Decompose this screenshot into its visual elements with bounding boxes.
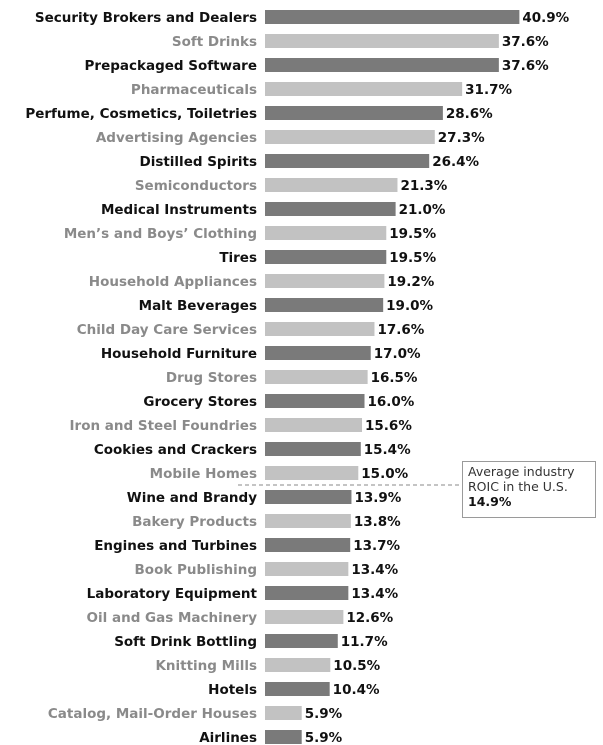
bar <box>265 106 443 120</box>
bar <box>265 658 331 672</box>
category-label: Medical Instruments <box>101 202 257 218</box>
bar <box>265 634 338 648</box>
bar <box>265 226 387 240</box>
category-label: Wine and Brandy <box>127 490 257 506</box>
value-label: 19.2% <box>387 274 434 290</box>
value-label: 15.6% <box>365 418 412 434</box>
value-label: 13.7% <box>353 538 400 554</box>
value-label: 10.4% <box>333 682 380 698</box>
value-label: 27.3% <box>438 130 485 146</box>
bar <box>265 34 499 48</box>
value-label: 31.7% <box>465 82 512 98</box>
value-label: 13.9% <box>354 490 401 506</box>
value-label: 37.6% <box>502 34 549 50</box>
category-label: Laboratory Equipment <box>87 586 258 602</box>
value-label: 40.9% <box>522 10 569 26</box>
value-label: 21.0% <box>399 202 446 218</box>
value-label: 37.6% <box>502 58 549 74</box>
category-label: Security Brokers and Dealers <box>35 10 257 26</box>
bar <box>265 730 302 744</box>
bar <box>265 442 361 456</box>
value-label: 21.3% <box>400 178 447 194</box>
category-label: Soft Drinks <box>172 34 257 50</box>
bar <box>265 466 359 480</box>
bar <box>265 562 349 576</box>
value-label: 15.4% <box>364 442 411 458</box>
category-label: Airlines <box>199 730 257 745</box>
value-label: 12.6% <box>346 610 393 626</box>
category-label: Prepackaged Software <box>85 58 257 74</box>
category-label: Oil and Gas Machinery <box>87 610 258 626</box>
value-label: 13.4% <box>351 586 398 602</box>
average-annotation-text: Average industry ROIC in the U.S. <box>468 464 575 494</box>
bar <box>265 202 396 216</box>
category-label: Child Day Care Services <box>77 322 257 338</box>
bar <box>265 346 371 360</box>
category-label: Bakery Products <box>132 514 257 530</box>
value-label: 10.5% <box>333 658 380 674</box>
value-label: 5.9% <box>305 730 343 745</box>
bar <box>265 298 384 312</box>
bar <box>265 682 330 696</box>
category-label: Tires <box>219 250 257 266</box>
value-label: 15.0% <box>361 466 408 482</box>
bar <box>265 610 344 624</box>
value-label: 26.4% <box>432 154 479 170</box>
bar <box>265 58 499 72</box>
average-annotation-value: 14.9% <box>468 494 512 509</box>
bar <box>265 538 351 552</box>
bar <box>265 10 520 24</box>
category-label: Semiconductors <box>135 178 257 194</box>
value-label: 16.0% <box>368 394 415 410</box>
category-label: Hotels <box>208 682 257 698</box>
category-label: Distilled Spirits <box>139 154 257 170</box>
value-label: 28.6% <box>446 106 493 122</box>
bar <box>265 274 385 288</box>
value-label: 19.5% <box>389 250 436 266</box>
bar <box>265 250 387 264</box>
bar <box>265 154 430 168</box>
category-label: Perfume, Cosmetics, Toiletries <box>25 106 257 122</box>
category-label: Knitting Mills <box>155 658 257 674</box>
category-label: Engines and Turbines <box>94 538 257 554</box>
category-label: Men’s and Boys’ Clothing <box>64 226 257 242</box>
category-label: Soft Drink Bottling <box>114 634 257 650</box>
bars-layer: Security Brokers and Dealers 40.9% Soft Dr… <box>25 10 570 745</box>
value-label: 5.9% <box>305 706 343 722</box>
value-label: 17.0% <box>374 346 421 362</box>
category-label: Drug Stores <box>166 370 257 386</box>
bar <box>265 706 302 720</box>
bar <box>265 322 375 336</box>
bar <box>265 586 349 600</box>
value-label: 16.5% <box>371 370 418 386</box>
bar <box>265 130 435 144</box>
category-label: Malt Beverages <box>139 298 257 314</box>
average-annotation: Average industry ROIC in the U.S. 14.9% <box>462 461 596 518</box>
category-label: Advertising Agencies <box>96 130 257 146</box>
category-label: Catalog, Mail-Order Houses <box>48 706 257 722</box>
value-label: 19.5% <box>389 226 436 242</box>
category-label: Household Furniture <box>101 346 257 362</box>
category-label: Cookies and Crackers <box>94 442 257 458</box>
bar <box>265 178 398 192</box>
value-label: 13.8% <box>354 514 401 530</box>
category-label: Household Appliances <box>89 274 257 290</box>
category-label: Grocery Stores <box>143 394 257 410</box>
value-label: 19.0% <box>386 298 433 314</box>
value-label: 17.6% <box>377 322 424 338</box>
bar <box>265 514 351 528</box>
value-label: 11.7% <box>341 634 388 650</box>
value-label: 13.4% <box>351 562 398 578</box>
bar <box>265 490 352 504</box>
bar <box>265 370 368 384</box>
category-label: Book Publishing <box>135 562 258 578</box>
category-label: Iron and Steel Foundries <box>70 418 257 434</box>
bar <box>265 418 363 432</box>
category-label: Pharmaceuticals <box>131 82 257 98</box>
category-label: Mobile Homes <box>150 466 257 482</box>
bar <box>265 82 463 96</box>
bar <box>265 394 365 408</box>
